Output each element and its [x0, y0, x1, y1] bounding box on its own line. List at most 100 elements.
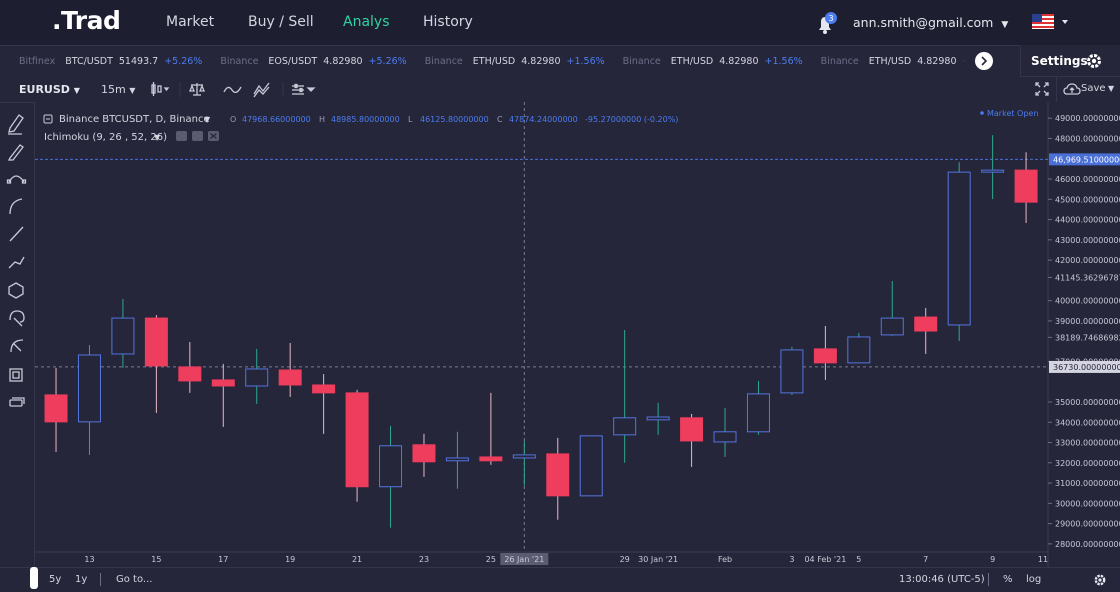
x-tick-label: 23: [419, 555, 429, 564]
gear-teeth: [1087, 54, 1101, 68]
settings-sliders-icon[interactable]: [292, 83, 316, 95]
tool-cursor[interactable]: [10, 339, 24, 353]
tool-pencil[interactable]: [7, 144, 24, 161]
save-button[interactable]: Save ▼: [1056, 77, 1120, 102]
x-tick-label: 30 Jan '21: [638, 555, 678, 564]
change: +1.56%: [963, 56, 965, 67]
ticker-item[interactable]: Binance ETH/USD 4.82980 +1.56%: [425, 56, 605, 67]
user-email[interactable]: ann.smith@gmail.com ▼: [853, 15, 1008, 30]
language-flag[interactable]: [1030, 13, 1072, 31]
exchange: Binance: [424, 56, 463, 67]
y-tick-label: 43000.00000000: [1055, 236, 1120, 245]
gear-hub: [1098, 578, 1102, 582]
indicator[interactable]: Ichimoku (9, 26 , 52, 26): [44, 132, 167, 143]
legend-title[interactable]: Binance BTCUSDT, D, Binance: [59, 114, 210, 125]
range-1y[interactable]: 1y: [75, 574, 88, 585]
y-tick-label: 40000.00000000: [1055, 297, 1120, 306]
chart-type-icon[interactable]: [151, 82, 170, 96]
tool-select[interactable]: [9, 368, 23, 382]
tool-arc[interactable]: [9, 198, 23, 215]
status-dot: [980, 111, 984, 115]
symbol-select[interactable]: EURUSD ▼: [19, 83, 80, 96]
caret: ▼: [1108, 84, 1115, 93]
templates-icon[interactable]: [253, 82, 270, 98]
y-tick-label: 28000.00000000: [1055, 540, 1120, 549]
price: 4.82980: [719, 56, 759, 67]
indicator-settings[interactable]: [176, 131, 187, 141]
compare-icon[interactable]: [189, 83, 205, 96]
candle-body: [813, 348, 837, 364]
candle-body: [211, 379, 235, 387]
candle-body: [245, 368, 269, 387]
badge: 3: [828, 14, 833, 23]
ticker-list: Bitfinex BTC/USDT 51493.7 +5.26% Binance EOS/…: [19, 56, 964, 67]
ticker-next[interactable]: [972, 51, 996, 73]
ticker-bar: Bitfinex BTC/USDT 51493.7 +5.26% Binance EOS/…: [0, 45, 1020, 78]
nav-buy-sell[interactable]: Buy / Sell: [248, 14, 314, 30]
candle-body: [379, 445, 403, 488]
go-to[interactable]: Go to...: [116, 574, 153, 585]
tool-brush[interactable]: [9, 310, 25, 327]
nav-history[interactable]: History: [423, 14, 473, 30]
chart-settings[interactable]: [1093, 573, 1107, 587]
settings-gear[interactable]: [1085, 52, 1103, 70]
log-toggle[interactable]: log: [1026, 574, 1042, 585]
fullscreen-icon: [1035, 82, 1049, 96]
pair: EOS/USDT: [268, 56, 318, 67]
email: ann.smith@gmail.com: [853, 15, 994, 30]
tool-hexagon[interactable]: [8, 282, 24, 299]
x-tick-label: 21: [352, 555, 362, 564]
percent-toggle[interactable]: %: [1003, 574, 1013, 585]
legend-toggle[interactable]: [43, 114, 53, 124]
ticker-item[interactable]: Binance ETH/USD 4.82980 +1.56%: [821, 56, 964, 67]
ohlc-key: H: [319, 115, 325, 124]
x-tick-label: 5: [856, 555, 861, 564]
cloud-icon: [1063, 83, 1081, 95]
pair: ETH/USD: [472, 56, 516, 67]
candle-body: [947, 171, 971, 326]
ohlc-key: C: [497, 115, 503, 124]
x-tick-label: 19: [285, 555, 295, 564]
indicator-visibility[interactable]: [192, 131, 203, 141]
settings[interactable]: Settings: [1031, 54, 1088, 68]
timeline-toggle[interactable]: [30, 567, 38, 589]
ticker-item[interactable]: Binance ETH/USD 4.82980 +1.56%: [623, 56, 803, 67]
next-button: [975, 52, 993, 70]
x-tick-label: 17: [218, 555, 228, 564]
y-tick-label: 45000.00000000: [1055, 195, 1120, 204]
ticker-item[interactable]: Binance EOS/USDT 4.82980 +5.26%: [220, 56, 406, 67]
logo[interactable]: .Trad: [52, 6, 121, 35]
notifications[interactable]: 3: [812, 10, 842, 36]
chart: 49000.00000000 48000.00000000 46000.000000…: [35, 102, 1120, 567]
tool-polyline[interactable]: [8, 256, 25, 269]
price-label: 46,969.51000000: [1053, 155, 1120, 164]
top-nav: .Trad Market Buy / Sell Analys History 3…: [0, 0, 1120, 45]
nav-analys[interactable]: Analys: [343, 14, 390, 30]
y-tick-label: 42000.00000000: [1055, 256, 1120, 265]
ohlc-value: 47874.24000000: [509, 115, 578, 124]
price-label-bg: [1049, 153, 1120, 166]
nav-market[interactable]: Market: [166, 14, 215, 30]
x-tick-label: 15: [151, 555, 161, 564]
tool-pen[interactable]: [8, 114, 24, 135]
fullscreen[interactable]: [1030, 77, 1054, 102]
candle-body: [680, 417, 704, 442]
drawing-tools: [6, 103, 35, 567]
indicator-icon[interactable]: [223, 86, 242, 94]
tool-select-inner: [12, 371, 20, 379]
chart-toolbar: EURUSD ▼ 15m ▼ Save ▼: [0, 77, 1120, 103]
tool-layers[interactable]: [9, 399, 23, 407]
y-tick-label: 30000.00000000: [1055, 499, 1120, 508]
range-5y[interactable]: 5y: [49, 574, 62, 585]
crosshair-x-label-bg: [500, 553, 549, 565]
ticker-item[interactable]: Bitfinex BTC/USDT 51493.7 +5.26%: [19, 56, 202, 67]
y-tick-label: 44000.00000000: [1055, 216, 1120, 225]
candle-body: [77, 354, 101, 423]
y-tick-label: 38189.74686982: [1055, 333, 1120, 342]
tool-curve[interactable]: [8, 175, 25, 183]
tool-line[interactable]: [9, 226, 24, 242]
interval-select[interactable]: 15m ▼: [101, 83, 135, 96]
candle-body: [746, 393, 770, 433]
candle-body: [713, 431, 737, 443]
